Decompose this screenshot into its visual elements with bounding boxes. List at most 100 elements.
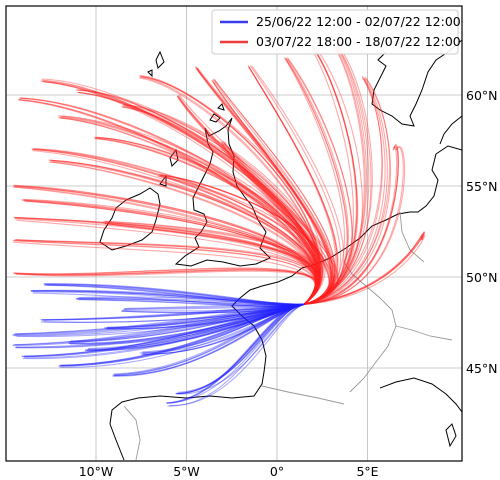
- trajectory-line: [106, 303, 305, 329]
- trajectory-line: [30, 289, 305, 305]
- trajectory-series-red: [12, 42, 426, 305]
- trajectory-line: [70, 303, 305, 342]
- coast-corsica: [445, 423, 457, 448]
- trajectory-line: [59, 303, 305, 366]
- trajectory-line: [18, 99, 317, 305]
- trajectory-line: [122, 106, 321, 305]
- trajectory-line: [123, 303, 305, 310]
- trajectory-line: [13, 186, 317, 305]
- coast-great-britain: [174, 117, 271, 267]
- trajectory-line: [141, 303, 305, 355]
- trajectory-line: [14, 303, 305, 335]
- trajectory-line: [31, 290, 305, 306]
- trajectory-line: [304, 42, 373, 305]
- trajectory-line: [79, 89, 322, 305]
- trajectory-line: [41, 303, 305, 321]
- trajectory-line: [121, 106, 319, 305]
- trajectory-line: [159, 174, 323, 305]
- trajectory-line: [76, 298, 305, 306]
- trajectory-line: [32, 148, 318, 305]
- trajectory-line: [104, 222, 321, 305]
- trajectory-line: [106, 303, 305, 330]
- trajectory-line: [94, 137, 319, 305]
- trajectory-line: [79, 298, 305, 307]
- trajectory-line: [16, 219, 320, 305]
- coast-shetland: [147, 50, 165, 78]
- trajectory-line: [78, 296, 305, 305]
- lon-tick-label: 5°W: [173, 464, 200, 479]
- coast-norway: [371, 39, 462, 127]
- trajectory-line: [43, 283, 305, 305]
- coastlines: [99, 39, 462, 461]
- trajectory-line: [32, 149, 318, 305]
- trajectory-line: [123, 105, 322, 305]
- trajectory-line: [42, 80, 320, 305]
- trajectory-line: [141, 303, 305, 355]
- trajectory-line: [304, 231, 425, 305]
- trajectory-line: [197, 67, 336, 305]
- trajectory-line: [175, 303, 305, 395]
- trajectory-line: [112, 303, 305, 376]
- trajectory-line: [304, 232, 425, 305]
- trajectory-line: [43, 81, 321, 305]
- trajectory-line: [12, 303, 305, 336]
- trajectory-line: [166, 303, 305, 404]
- trajectory-line: [221, 141, 334, 305]
- trajectory-line: [77, 91, 320, 305]
- trajectory-line: [84, 303, 305, 352]
- trajectory-line: [160, 175, 326, 305]
- trajectory-line: [14, 185, 318, 305]
- trajectory-line: [13, 303, 305, 346]
- trajectory-line: [19, 97, 318, 305]
- trajectory-line: [77, 297, 305, 306]
- trajectory-line: [213, 81, 334, 305]
- trajectory-line: [12, 186, 316, 305]
- trajectory-line: [251, 65, 345, 305]
- trajectory-line: [122, 303, 305, 312]
- trajectory-line: [43, 283, 305, 306]
- lon-tick-label: 10°W: [79, 464, 114, 479]
- trajectory-line: [12, 303, 305, 347]
- trajectory-line: [21, 303, 305, 357]
- trajectory-line: [304, 146, 404, 305]
- trajectory-line: [143, 303, 305, 354]
- trajectory-line: [24, 200, 320, 305]
- trajectory-line: [304, 233, 423, 305]
- trajectory-line: [196, 68, 335, 305]
- trajectory-line: [12, 267, 316, 305]
- trajectory-line: [177, 303, 305, 393]
- trajectory-line: [14, 185, 318, 305]
- trajectory-line: [106, 303, 305, 328]
- trajectory-line: [78, 91, 321, 305]
- coast-ireland: [99, 187, 161, 251]
- trajectory-line: [212, 78, 333, 305]
- trajectory-line: [15, 239, 319, 305]
- lat-tick-label: 60°N: [466, 88, 498, 103]
- trajectory-line: [213, 79, 336, 305]
- trajectory-line: [248, 66, 338, 305]
- trajectory-line: [14, 218, 318, 305]
- trajectory-line: [113, 303, 305, 377]
- trajectory-line: [32, 292, 305, 308]
- trajectory-line: [18, 98, 317, 305]
- trajectory-line: [114, 303, 305, 376]
- trajectory-line: [195, 67, 332, 305]
- trajectory-line: [22, 199, 316, 305]
- trajectory-line: [304, 46, 363, 305]
- trajectory-line: [103, 220, 319, 305]
- trajectory-line: [139, 303, 305, 354]
- trajectory-line: [76, 89, 318, 305]
- trajectory-line: [14, 269, 318, 305]
- trajectory-line: [104, 220, 321, 305]
- trajectory-line: [139, 77, 320, 305]
- trajectory-line: [285, 58, 349, 305]
- trajectory-line: [104, 303, 305, 329]
- map-background: [6, 6, 462, 461]
- trajectory-line: [304, 231, 425, 305]
- trajectory-line: [105, 221, 322, 305]
- trajectory-line: [304, 75, 383, 305]
- trajectory-line: [44, 284, 305, 306]
- trajectory-line: [15, 217, 319, 305]
- trajectory-line: [14, 303, 305, 349]
